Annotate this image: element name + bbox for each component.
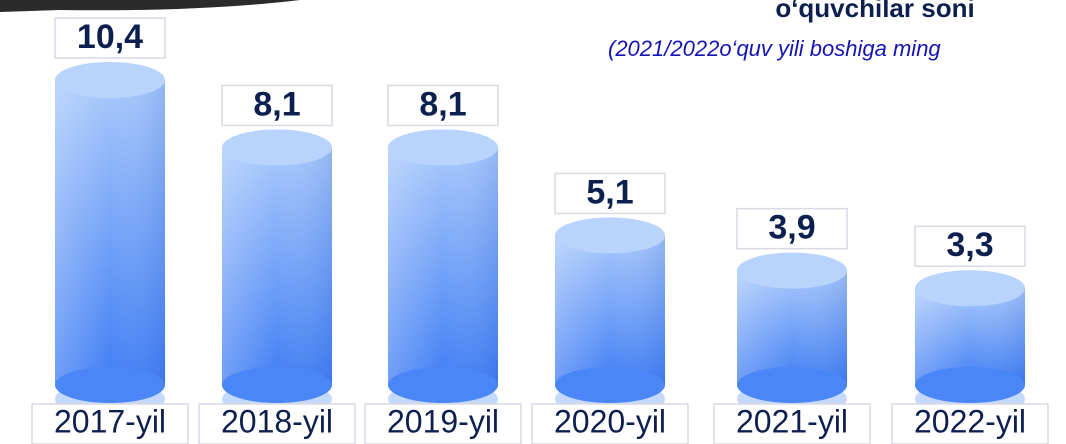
bar-bottom [222,367,332,403]
bar-top [222,129,332,166]
value-label: 3,9 [768,209,815,247]
value-label-box [387,84,499,127]
chart-subtitle: (2021/2022o‘quv yili boshiga ming [608,36,941,61]
value-label-box [554,172,666,215]
bar-shade [737,270,847,385]
value-label: 5,1 [586,173,633,211]
x-tick-label: 2021-yil [736,403,848,439]
bar-bottom [915,367,1025,403]
bar-shade [388,147,498,385]
category-box [531,403,689,444]
bar-bottom [55,367,165,403]
x-tick-label: 2020-yil [554,403,666,439]
value-label: 8,1 [419,85,466,123]
value-label-box [221,84,333,127]
x-tick-label: 2018-yil [221,403,333,439]
bar-bottom [737,367,847,403]
decoration [0,0,300,12]
plot: 10,4 2017-yil 8,1 2018-yil 8,1 2019-yil 5,1 202… [31,17,1049,444]
bar-top [55,62,165,98]
bar-shade [555,235,665,385]
value-label: 8,1 [253,85,300,123]
category-box [364,403,522,444]
value-label-box [54,17,166,59]
category-box [198,403,356,444]
x-tick-label: 2017-yil [54,403,166,439]
bar-bottom [555,367,665,403]
value-label-box [914,225,1026,267]
bar-shade [55,80,165,385]
value-label: 3,3 [946,226,993,264]
bar-shade [222,147,332,385]
x-tick-label: 2019-yil [387,403,499,439]
chart-title: o‘quvchilar soni [775,0,974,23]
value-label: 10,4 [77,18,143,56]
category-box [891,403,1049,444]
bar-top [915,270,1025,307]
bar-bottom [388,367,498,403]
bar-top [737,252,847,289]
value-label-box [736,207,848,250]
bar-top [388,129,498,166]
category-box [31,403,189,444]
category-box [713,403,871,444]
bar-top [555,217,665,254]
x-tick-label: 2022-yil [914,403,1026,439]
